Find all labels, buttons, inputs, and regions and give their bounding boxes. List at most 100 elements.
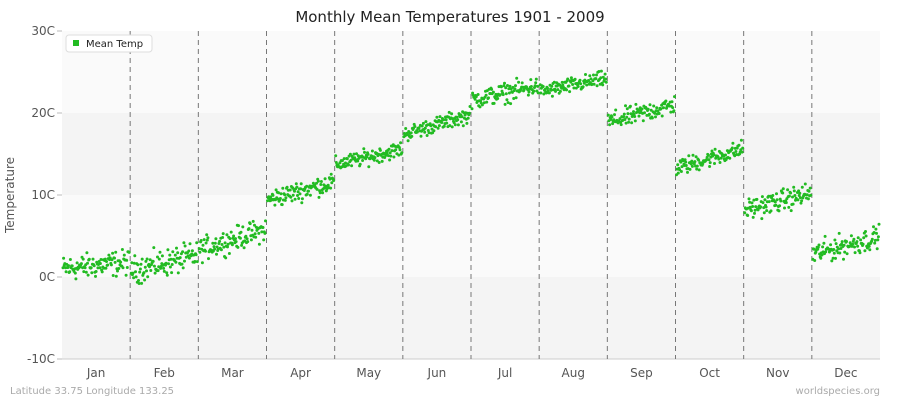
data-point <box>556 88 560 92</box>
data-point <box>355 152 358 156</box>
data-point <box>358 162 362 166</box>
data-point <box>221 232 225 236</box>
data-point <box>293 197 297 201</box>
data-point <box>874 227 878 231</box>
data-point <box>712 153 716 157</box>
data-point <box>84 270 88 274</box>
data-point <box>831 256 835 260</box>
data-point <box>438 115 442 119</box>
data-point <box>756 208 760 212</box>
data-point <box>67 264 70 268</box>
data-point <box>809 193 813 197</box>
data-point <box>875 247 879 251</box>
data-point <box>425 134 429 137</box>
data-point <box>585 83 589 87</box>
data-point <box>587 79 591 82</box>
x-tick-label: Nov <box>766 366 789 380</box>
data-point <box>334 154 338 158</box>
data-point <box>435 115 439 119</box>
data-point <box>588 74 592 78</box>
data-point <box>176 271 180 275</box>
data-point <box>321 191 325 195</box>
data-point <box>750 201 754 205</box>
data-point <box>103 257 107 261</box>
data-point <box>706 153 710 157</box>
data-point <box>251 219 255 223</box>
data-point <box>626 112 630 116</box>
data-point <box>514 96 518 100</box>
data-point <box>842 243 846 247</box>
data-point <box>353 156 357 160</box>
data-point <box>724 153 727 157</box>
data-point <box>817 243 821 247</box>
data-point <box>684 160 688 164</box>
data-point <box>365 155 369 159</box>
data-point <box>373 156 377 160</box>
data-point <box>728 156 732 160</box>
data-point <box>492 101 496 105</box>
data-point <box>820 253 824 257</box>
data-point <box>226 242 230 246</box>
data-point <box>404 127 408 130</box>
data-point <box>344 164 348 168</box>
data-point <box>628 104 632 108</box>
data-point <box>140 257 144 261</box>
data-point <box>690 159 694 163</box>
data-point <box>876 238 880 242</box>
data-point <box>199 239 203 242</box>
data-point <box>232 234 236 238</box>
data-point <box>592 82 596 86</box>
data-point <box>522 88 526 92</box>
data-point <box>452 121 456 125</box>
data-point <box>151 259 155 263</box>
data-point <box>429 124 433 128</box>
data-point <box>153 271 157 275</box>
data-point <box>456 123 460 127</box>
data-point <box>134 270 137 274</box>
data-point <box>806 197 810 201</box>
data-point <box>787 194 791 198</box>
data-point <box>106 263 110 267</box>
data-point <box>307 189 310 193</box>
data-point <box>212 245 216 249</box>
data-point <box>152 246 156 250</box>
data-point <box>765 209 769 213</box>
data-point <box>581 85 585 89</box>
data-point <box>536 91 540 95</box>
data-point <box>762 211 766 215</box>
data-point <box>410 134 414 138</box>
data-point <box>308 193 312 197</box>
data-point <box>283 198 287 202</box>
data-point <box>94 270 98 273</box>
data-point <box>601 75 605 79</box>
data-point <box>194 253 198 257</box>
data-point <box>280 203 284 207</box>
data-point <box>79 262 83 266</box>
data-point <box>503 81 506 85</box>
data-point <box>632 110 635 114</box>
data-point <box>111 274 115 277</box>
data-point <box>547 91 551 95</box>
data-point <box>514 84 517 88</box>
data-point <box>299 182 303 186</box>
data-point <box>784 201 788 205</box>
data-point <box>504 86 508 90</box>
data-point <box>447 110 451 114</box>
data-point <box>201 243 205 247</box>
data-point <box>218 239 222 243</box>
data-point <box>870 237 874 241</box>
data-point <box>448 124 452 128</box>
data-point <box>734 150 738 153</box>
data-point <box>278 197 282 200</box>
data-point <box>708 161 712 165</box>
data-point <box>86 273 90 277</box>
data-point <box>220 243 224 246</box>
data-point <box>484 93 488 97</box>
data-point <box>75 261 79 265</box>
data-point <box>610 115 614 119</box>
data-point <box>834 256 837 260</box>
data-point <box>223 241 227 245</box>
data-point <box>137 282 141 285</box>
data-point <box>504 92 508 96</box>
